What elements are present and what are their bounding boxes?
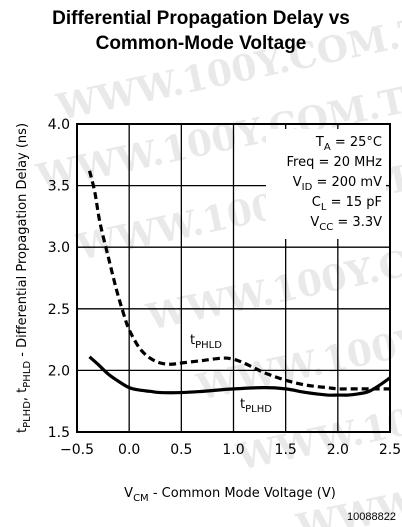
x-tick-label: −0.5	[60, 442, 94, 458]
y-tick-label: 1.5	[48, 425, 70, 441]
y-tick-label: 4.0	[48, 117, 70, 133]
figure-id: 10088822	[347, 511, 396, 523]
x-tick-label: 1.0	[222, 442, 244, 458]
x-tick-label: 0.5	[170, 442, 192, 458]
condition-line: TA = 25°C	[315, 135, 382, 153]
series-label-tplhd: tPLHD	[240, 397, 272, 415]
x-tick-label: 1.5	[275, 442, 297, 458]
conditions-block: TA = 25°C Freq = 20 MHz VID = 200 mV CL = 1…	[287, 135, 383, 233]
y-tick-label: 2.0	[48, 363, 70, 379]
x-tick-label: 2.0	[327, 442, 349, 458]
conditions-backdrop	[266, 129, 386, 239]
y-tick-label: 2.5	[48, 302, 70, 318]
condition-line: CL = 15 pF	[312, 195, 382, 213]
y-tick-labels: 1.5 2.0 2.5 3.0 3.5 4.0	[48, 117, 70, 441]
chart-title-line2: Common-Mode Voltage	[96, 33, 307, 54]
condition-line: VCC = 3.3V	[310, 215, 382, 233]
x-tick-labels: −0.5 0.0 0.5 1.0 1.5 2.0 2.5	[60, 442, 401, 458]
condition-line: VID = 200 mV	[293, 175, 382, 193]
series-layer	[87, 170, 391, 397]
y-tick-label: 3.5	[48, 179, 70, 195]
chart-title-line1: Differential Propagation Delay vs	[52, 8, 350, 29]
y-tick-label: 3.0	[48, 240, 70, 256]
x-tick-label: 2.5	[379, 442, 401, 458]
y-axis-label: tPLHD, tPHLD - Differential Propagation …	[15, 123, 33, 433]
x-tick-label: 0.0	[118, 442, 140, 458]
series-label-tphld: tPHLD	[190, 333, 222, 351]
x-axis-label: VCM - Common Mode Voltage (V)	[124, 486, 336, 504]
plot-frame	[76, 123, 391, 433]
series-line-tphld	[87, 170, 390, 391]
condition-line: Freq = 20 MHz	[287, 155, 383, 170]
series-line-tplhd	[88, 355, 391, 397]
